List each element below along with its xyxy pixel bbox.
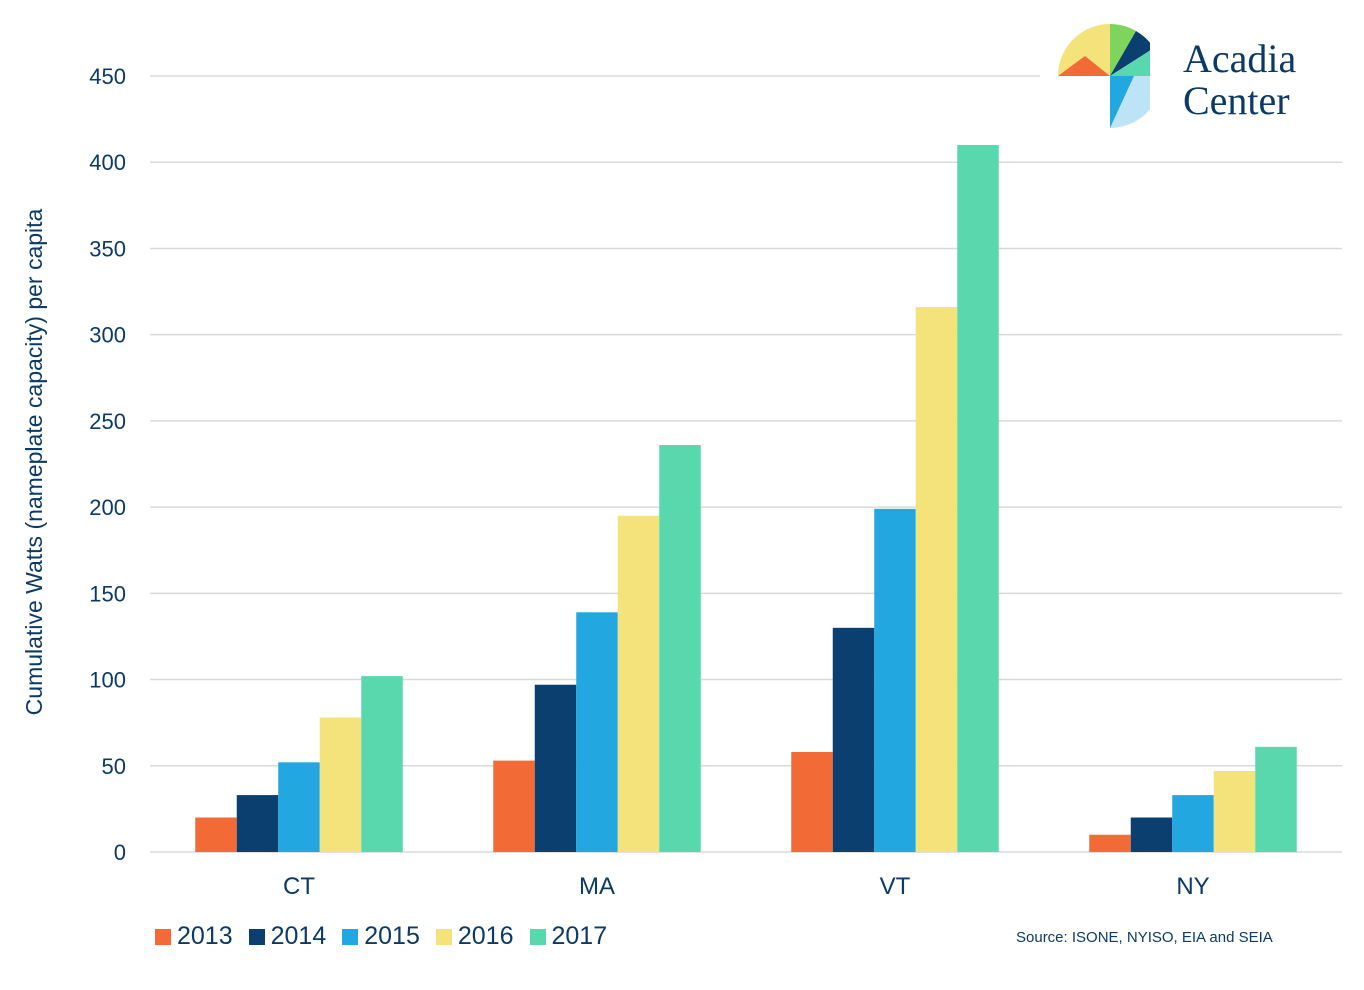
y-tick-label: 250 bbox=[89, 409, 126, 434]
bar-vt-2015 bbox=[874, 508, 916, 852]
y-tick-label: 300 bbox=[89, 323, 126, 348]
y-axis-label: Cumulative Watts (nameplate capacity) pe… bbox=[21, 208, 47, 715]
y-tick-label: 400 bbox=[89, 150, 126, 175]
bar-ma-2015 bbox=[576, 612, 618, 852]
bar-ct-2016 bbox=[319, 717, 362, 852]
y-tick-label: 0 bbox=[114, 840, 126, 865]
x-tick-label: NY bbox=[1176, 873, 1209, 900]
legend-label: 2015 bbox=[364, 922, 420, 950]
y-tick-label: 350 bbox=[89, 236, 126, 261]
bar-ny-2017 bbox=[1255, 746, 1297, 852]
bar-vt-2014 bbox=[832, 627, 875, 852]
legend-label: 2013 bbox=[177, 922, 233, 950]
x-tick-label: MA bbox=[579, 873, 615, 900]
bar-ma-2017 bbox=[659, 445, 701, 852]
y-tick-label: 50 bbox=[102, 754, 126, 779]
y-tick-label: 150 bbox=[89, 581, 126, 606]
bar-ma-2016 bbox=[617, 515, 660, 852]
logo-mark-icon bbox=[1058, 24, 1163, 128]
y-tick-label: 100 bbox=[89, 668, 126, 693]
bar-ct-2017 bbox=[361, 676, 403, 852]
logo-line-2: Center bbox=[1183, 78, 1290, 123]
bar-ny-2014 bbox=[1130, 817, 1173, 852]
bar-ct-2013 bbox=[195, 817, 237, 852]
bar-ny-2013 bbox=[1089, 834, 1131, 852]
bar-ct-2014 bbox=[236, 795, 279, 852]
legend-swatch bbox=[342, 928, 359, 945]
legend-item: 2014 bbox=[248, 922, 327, 951]
axes: 0 50 100 150 200 250 300 350 400 450 CT MA VT NY bbox=[89, 64, 1209, 900]
bar-vt-2013 bbox=[791, 751, 833, 852]
y-tick-label: 200 bbox=[89, 495, 126, 520]
legend-swatch bbox=[248, 928, 265, 945]
logo-acadia-center: Acadia Center bbox=[1040, 24, 1350, 134]
bar-ma-2013 bbox=[493, 760, 535, 852]
x-tick-label: CT bbox=[283, 873, 315, 900]
bar-ma-2014 bbox=[534, 684, 577, 852]
legend-swatch bbox=[435, 928, 452, 945]
bar-vt-2017 bbox=[957, 144, 999, 852]
bars bbox=[195, 144, 1297, 852]
legend-label: 2016 bbox=[457, 922, 514, 950]
x-tick-label: VT bbox=[880, 873, 911, 900]
legend-swatch bbox=[529, 928, 546, 945]
legend-item: 2016 bbox=[435, 922, 514, 951]
bar-ny-2016 bbox=[1213, 770, 1256, 852]
legend-label: 2014 bbox=[270, 922, 327, 950]
source-note: Source: ISONE, NYISO, EIA and SEIA bbox=[1016, 929, 1273, 946]
y-tick-label: 450 bbox=[89, 64, 126, 89]
legend-label: 2017 bbox=[551, 922, 608, 950]
bar-vt-2016 bbox=[915, 307, 958, 852]
bar-ny-2015 bbox=[1172, 795, 1214, 852]
legend-swatch bbox=[155, 928, 171, 945]
legend: 2013 2014 2015 2016 2017 bbox=[155, 922, 623, 951]
bar-ct-2015 bbox=[278, 762, 320, 852]
legend-item: 2017 bbox=[529, 922, 608, 951]
legend-item: 2015 bbox=[342, 922, 420, 951]
legend-item: 2013 bbox=[155, 922, 233, 951]
logo-line-1: Acadia bbox=[1183, 36, 1297, 81]
